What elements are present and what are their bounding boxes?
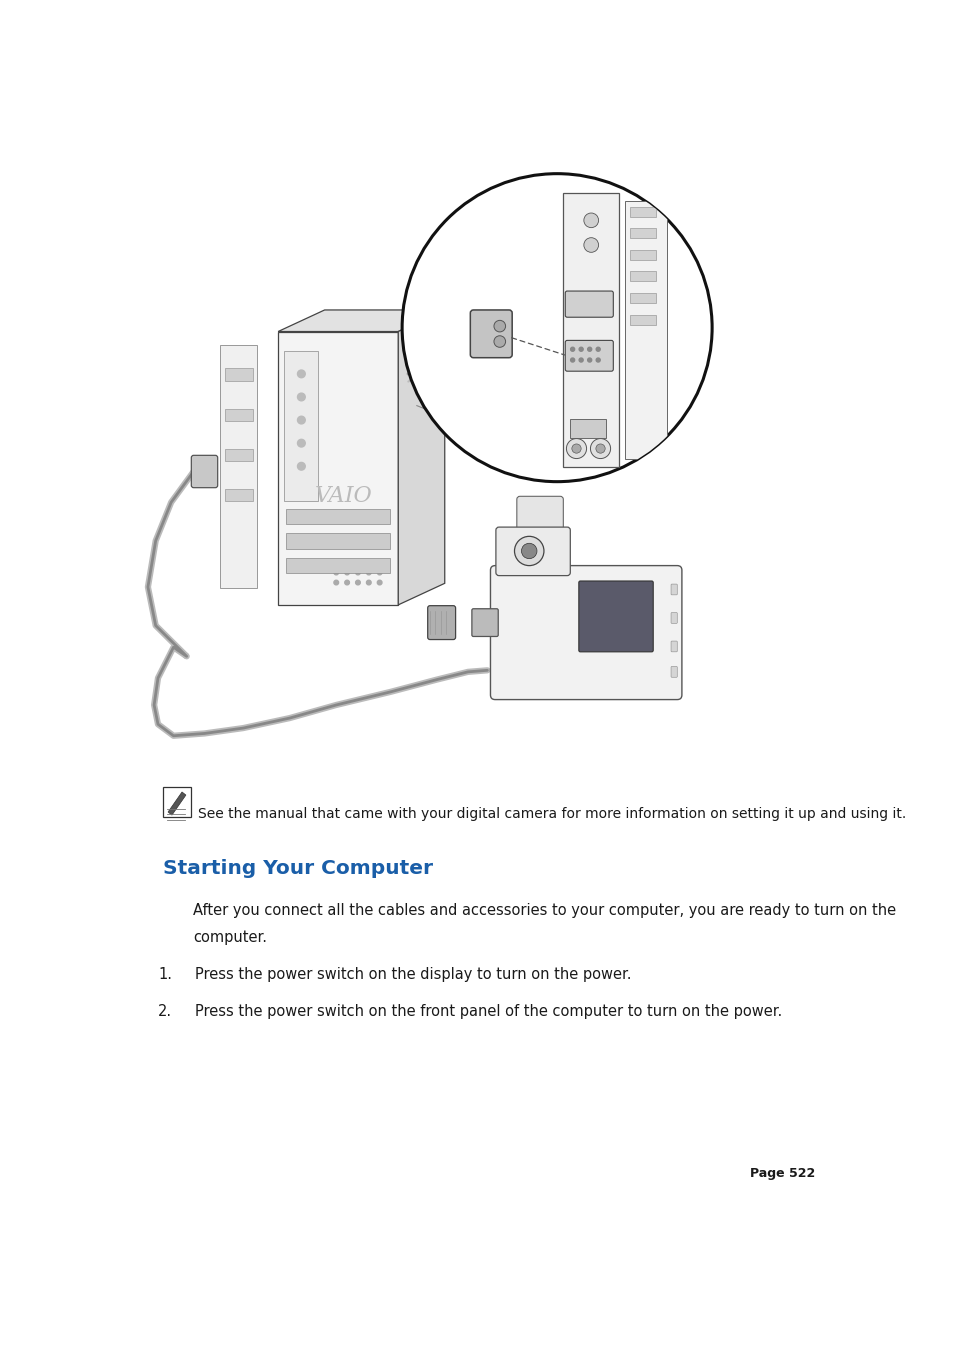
Circle shape [366, 570, 371, 574]
Circle shape [596, 444, 604, 453]
Circle shape [583, 238, 598, 253]
FancyBboxPatch shape [578, 581, 653, 651]
Polygon shape [624, 200, 666, 459]
Text: 2.: 2. [157, 1004, 172, 1019]
Circle shape [355, 580, 360, 585]
FancyBboxPatch shape [670, 642, 677, 651]
Circle shape [590, 439, 610, 458]
Polygon shape [224, 369, 253, 381]
FancyBboxPatch shape [629, 228, 655, 238]
Polygon shape [278, 331, 397, 605]
Circle shape [514, 536, 543, 566]
Circle shape [297, 393, 305, 401]
FancyBboxPatch shape [490, 566, 681, 700]
Polygon shape [286, 508, 390, 524]
Text: computer.: computer. [193, 929, 267, 944]
Circle shape [494, 336, 505, 347]
FancyBboxPatch shape [496, 527, 570, 576]
Circle shape [377, 561, 381, 565]
Text: Page 522: Page 522 [749, 1167, 815, 1179]
Circle shape [344, 561, 349, 565]
FancyBboxPatch shape [629, 315, 655, 324]
Circle shape [596, 358, 599, 362]
Circle shape [571, 444, 580, 453]
Circle shape [297, 439, 305, 447]
FancyBboxPatch shape [565, 290, 613, 317]
Circle shape [344, 580, 349, 585]
FancyBboxPatch shape [629, 207, 655, 216]
FancyBboxPatch shape [565, 340, 613, 372]
Circle shape [377, 580, 381, 585]
FancyBboxPatch shape [629, 293, 655, 303]
Circle shape [334, 561, 338, 565]
FancyBboxPatch shape [517, 496, 562, 536]
FancyBboxPatch shape [670, 666, 677, 677]
Polygon shape [168, 792, 186, 815]
FancyBboxPatch shape [670, 584, 677, 594]
Circle shape [297, 462, 305, 470]
Circle shape [494, 320, 505, 332]
Circle shape [297, 416, 305, 424]
FancyBboxPatch shape [470, 309, 512, 358]
Circle shape [355, 570, 360, 574]
Circle shape [587, 358, 591, 362]
Circle shape [521, 543, 537, 559]
Text: Press the power switch on the front panel of the computer to turn on the power.: Press the power switch on the front pane… [195, 1004, 781, 1019]
Text: Starting Your Computer: Starting Your Computer [162, 859, 433, 878]
Circle shape [366, 580, 371, 585]
Polygon shape [278, 309, 444, 331]
FancyBboxPatch shape [427, 605, 456, 639]
FancyBboxPatch shape [162, 788, 191, 816]
FancyBboxPatch shape [670, 612, 677, 623]
Polygon shape [224, 489, 253, 501]
FancyBboxPatch shape [472, 609, 497, 636]
Circle shape [587, 347, 591, 351]
Circle shape [377, 570, 381, 574]
Circle shape [402, 174, 711, 482]
Text: See the manual that came with your digital camera for more information on settin: See the manual that came with your digit… [198, 807, 905, 821]
FancyBboxPatch shape [629, 250, 655, 259]
Circle shape [297, 370, 305, 378]
Circle shape [578, 347, 582, 351]
Circle shape [583, 213, 598, 228]
Circle shape [334, 570, 338, 574]
Circle shape [334, 580, 338, 585]
Polygon shape [220, 346, 257, 588]
Polygon shape [224, 408, 253, 422]
Text: 1.: 1. [158, 967, 172, 982]
Circle shape [366, 561, 371, 565]
Text: Press the power switch on the display to turn on the power.: Press the power switch on the display to… [195, 967, 631, 982]
Circle shape [355, 561, 360, 565]
Circle shape [344, 570, 349, 574]
FancyBboxPatch shape [629, 272, 655, 281]
Polygon shape [284, 351, 318, 501]
Circle shape [596, 347, 599, 351]
Circle shape [570, 358, 574, 362]
Text: VAIO: VAIO [315, 485, 373, 507]
Polygon shape [397, 309, 444, 605]
Polygon shape [286, 534, 390, 549]
Circle shape [566, 439, 586, 458]
Circle shape [570, 347, 574, 351]
Polygon shape [286, 558, 390, 573]
FancyBboxPatch shape [570, 419, 605, 438]
Circle shape [578, 358, 582, 362]
Text: After you connect all the cables and accessories to your computer, you are ready: After you connect all the cables and acc… [193, 902, 895, 917]
FancyBboxPatch shape [192, 455, 217, 488]
Polygon shape [224, 449, 253, 461]
Polygon shape [562, 193, 618, 467]
